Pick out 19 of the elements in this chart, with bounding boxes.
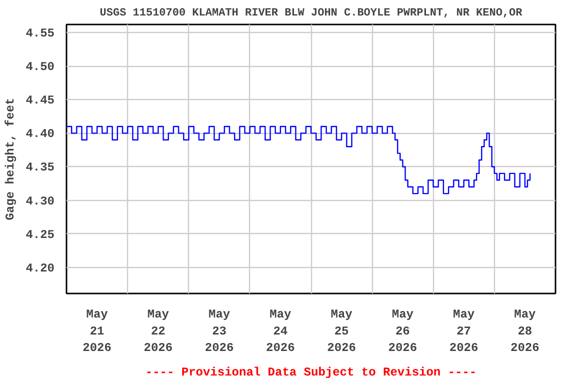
x-tick-label: May 26 2026 (388, 308, 418, 356)
x-tick-label: May 28 2026 (510, 308, 540, 356)
x-tick-label: May 25 2026 (327, 308, 356, 356)
x-tick-label: May 24 2026 (266, 308, 295, 356)
y-axis-title: Gage height, feet (4, 98, 18, 220)
y-tick-label: 4.45 (26, 94, 55, 108)
x-tick-label: May 27 2026 (449, 308, 478, 356)
y-tick-label: 4.35 (26, 160, 55, 175)
y-tick-label: 4.30 (26, 194, 55, 208)
y-tick-label: 4.50 (26, 60, 55, 74)
y-tick-label: 4.40 (26, 127, 55, 142)
x-tick-label: May 21 2026 (82, 308, 112, 356)
chart-title: USGS 11510700 KLAMATH RIVER BLW JOHN C.BOYLE PWRPLNT, NR KENO,OR (100, 8, 523, 20)
x-tick-label: May 22 2026 (144, 308, 173, 356)
y-tick-label: 4.25 (26, 228, 55, 242)
x-tick-label: May 23 2026 (204, 308, 234, 356)
y-tick-label: 4.20 (26, 261, 55, 276)
y-tick-label: 4.55 (26, 26, 55, 41)
text: ---- Provisional Data Subject to Revision ---- (145, 366, 477, 380)
